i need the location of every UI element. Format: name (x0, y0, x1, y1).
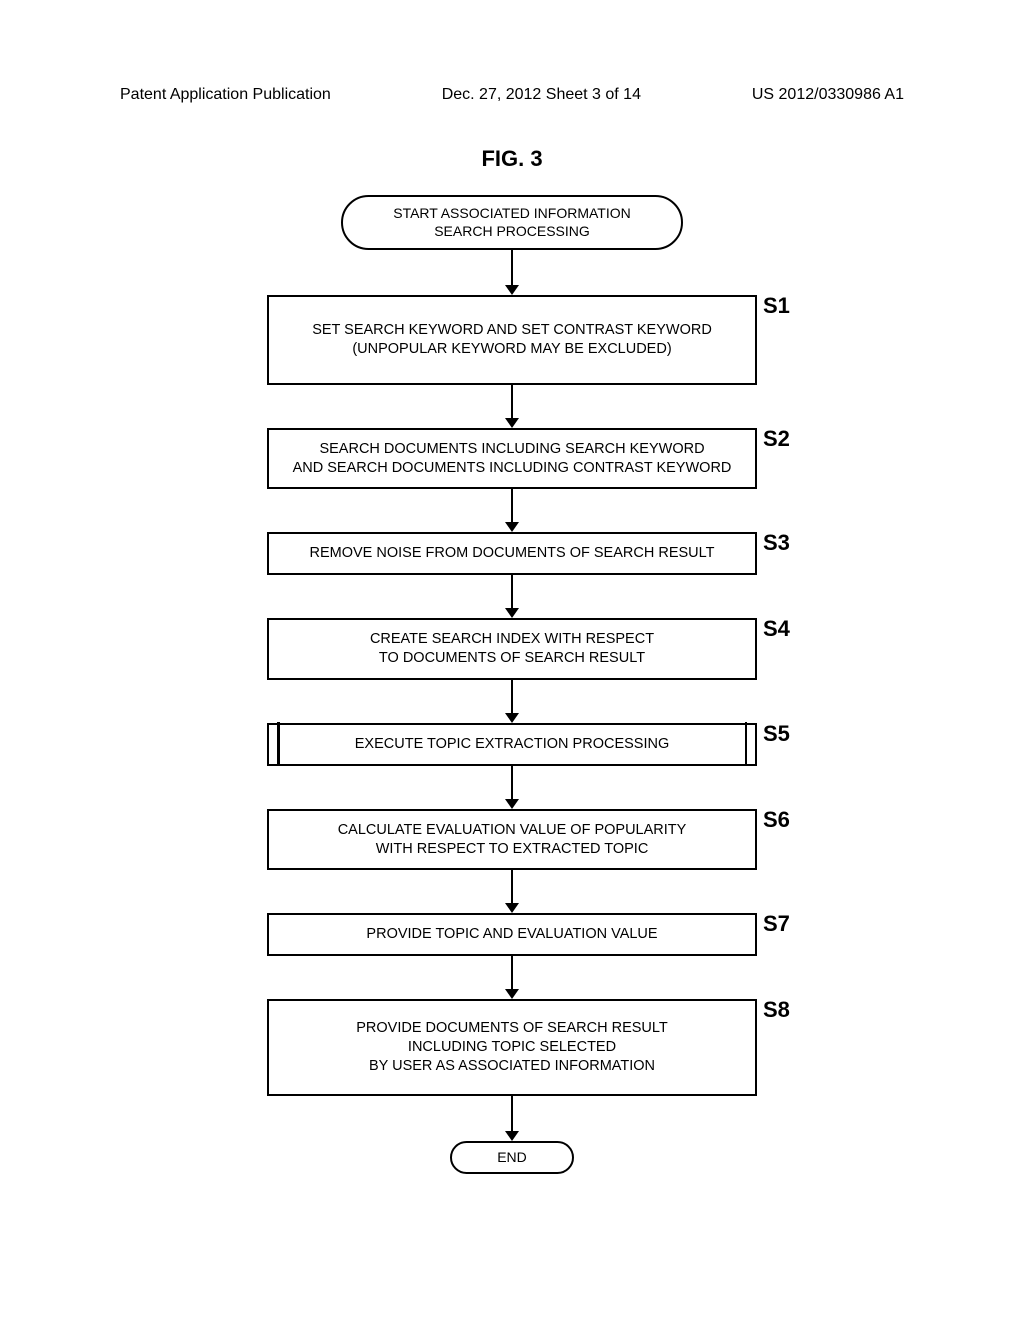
step-label: S8 (763, 997, 790, 1023)
step-text-line1: CALCULATE EVALUATION VALUE OF POPULARITY (338, 822, 687, 838)
arrow-line (511, 385, 514, 419)
arrow-head-icon (505, 799, 519, 809)
process-box: PROVIDE DOCUMENTS OF SEARCH RESULT INCLU… (267, 999, 757, 1096)
step-s8: PROVIDE DOCUMENTS OF SEARCH RESULT INCLU… (267, 999, 757, 1096)
step-text-line2: TO DOCUMENTS OF SEARCH RESULT (379, 650, 645, 666)
step-text-line1: PROVIDE DOCUMENTS OF SEARCH RESULT (356, 1020, 668, 1036)
step-label: S1 (763, 293, 790, 319)
process-box: CREATE SEARCH INDEX WITH RESPECT TO DOCU… (267, 618, 757, 680)
subprocess-box: EXECUTE TOPIC EXTRACTION PROCESSING (267, 723, 757, 766)
step-text-line1: CREATE SEARCH INDEX WITH RESPECT (370, 631, 654, 647)
arrow (505, 680, 519, 723)
header-right: US 2012/0330986 A1 (752, 86, 904, 104)
arrow-line (511, 575, 514, 609)
step-label: S5 (763, 721, 790, 747)
step-text-line1: SEARCH DOCUMENTS INCLUDING SEARCH KEYWOR… (319, 441, 704, 457)
arrow (505, 1096, 519, 1141)
step-text-line2: INCLUDING TOPIC SELECTED (408, 1039, 616, 1055)
step-text-line1: PROVIDE TOPIC AND EVALUATION VALUE (366, 926, 657, 942)
arrow-line (511, 489, 514, 523)
page-header: Patent Application Publication Dec. 27, … (120, 86, 904, 104)
step-text-line1: SET SEARCH KEYWORD AND SET CONTRAST KEYW… (312, 322, 712, 338)
arrow-head-icon (505, 418, 519, 428)
step-text-line2: AND SEARCH DOCUMENTS INCLUDING CONTRAST … (293, 460, 732, 476)
terminator-end: END (450, 1141, 574, 1175)
arrow (505, 489, 519, 532)
process-box: PROVIDE TOPIC AND EVALUATION VALUE (267, 913, 757, 956)
arrow-line (511, 680, 514, 714)
step-text-line2: WITH RESPECT TO EXTRACTED TOPIC (376, 841, 649, 857)
step-s7: PROVIDE TOPIC AND EVALUATION VALUE S7 (267, 913, 757, 956)
arrow (505, 956, 519, 999)
arrow-line (511, 956, 514, 990)
arrow (505, 250, 519, 295)
terminator-start: START ASSOCIATED INFORMATION SEARCH PROC… (341, 195, 683, 250)
header-left: Patent Application Publication (120, 86, 331, 104)
flowchart: START ASSOCIATED INFORMATION SEARCH PROC… (0, 195, 1024, 1174)
page: Patent Application Publication Dec. 27, … (0, 0, 1024, 1320)
sub-bar-right (745, 722, 748, 766)
arrow-head-icon (505, 903, 519, 913)
process-box: SET SEARCH KEYWORD AND SET CONTRAST KEYW… (267, 295, 757, 385)
step-label: S2 (763, 426, 790, 452)
arrow-line (511, 1096, 514, 1132)
step-s6: CALCULATE EVALUATION VALUE OF POPULARITY… (267, 809, 757, 871)
figure-title: FIG. 3 (0, 146, 1024, 172)
arrow (505, 870, 519, 913)
step-label: S7 (763, 911, 790, 937)
arrow (505, 766, 519, 809)
step-s3: REMOVE NOISE FROM DOCUMENTS OF SEARCH RE… (267, 532, 757, 575)
arrow-line (511, 870, 514, 904)
step-text-line1: REMOVE NOISE FROM DOCUMENTS OF SEARCH RE… (310, 545, 715, 561)
arrow-head-icon (505, 285, 519, 295)
end-text: END (497, 1149, 527, 1165)
arrow-head-icon (505, 713, 519, 723)
step-text-line2: (UNPOPULAR KEYWORD MAY BE EXCLUDED) (352, 341, 671, 357)
arrow-head-icon (505, 608, 519, 618)
step-s5: EXECUTE TOPIC EXTRACTION PROCESSING S5 (267, 723, 757, 766)
step-label: S6 (763, 807, 790, 833)
sub-bar-left (277, 722, 280, 766)
step-label: S3 (763, 530, 790, 556)
process-box: SEARCH DOCUMENTS INCLUDING SEARCH KEYWOR… (267, 428, 757, 490)
arrow-head-icon (505, 1131, 519, 1141)
end-node: END (450, 1141, 574, 1175)
process-box: CALCULATE EVALUATION VALUE OF POPULARITY… (267, 809, 757, 871)
step-s4: CREATE SEARCH INDEX WITH RESPECT TO DOCU… (267, 618, 757, 680)
process-box: REMOVE NOISE FROM DOCUMENTS OF SEARCH RE… (267, 532, 757, 575)
arrow (505, 385, 519, 428)
arrow-line (511, 250, 514, 286)
arrow-head-icon (505, 989, 519, 999)
arrow-head-icon (505, 522, 519, 532)
arrow (505, 575, 519, 618)
arrow-line (511, 766, 514, 800)
start-line2: SEARCH PROCESSING (434, 223, 590, 239)
step-label: S4 (763, 616, 790, 642)
step-s2: SEARCH DOCUMENTS INCLUDING SEARCH KEYWOR… (267, 428, 757, 490)
step-s1: SET SEARCH KEYWORD AND SET CONTRAST KEYW… (267, 295, 757, 385)
step-text-line3: BY USER AS ASSOCIATED INFORMATION (369, 1058, 655, 1074)
start-line1: START ASSOCIATED INFORMATION (393, 205, 631, 221)
step-text-line1: EXECUTE TOPIC EXTRACTION PROCESSING (355, 736, 670, 752)
start-node: START ASSOCIATED INFORMATION SEARCH PROC… (341, 195, 683, 250)
header-center: Dec. 27, 2012 Sheet 3 of 14 (442, 86, 641, 104)
